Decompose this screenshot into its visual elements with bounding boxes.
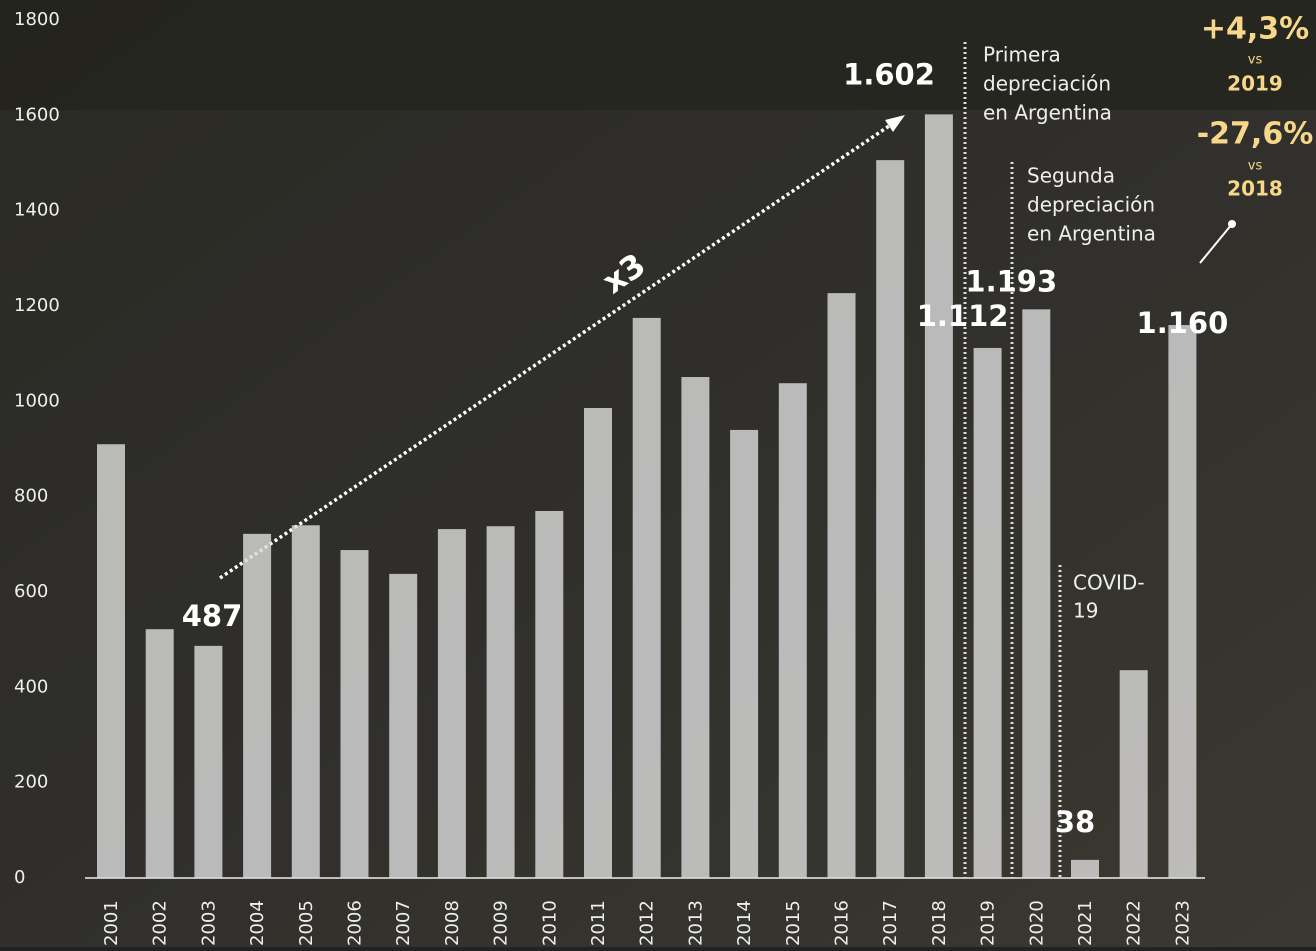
bar [876,160,905,878]
y-tick-label: 1200 [14,295,60,316]
value-label: 1.112 [917,299,1009,333]
x-tick-label: 2003 [198,900,219,946]
annotation: vs [1248,159,1263,174]
annotation: 2019 [1227,72,1283,96]
x-tick-label: 2014 [734,900,755,946]
annotation: depreciación [983,72,1111,96]
annotation: en Argentina [983,101,1112,125]
bar [1168,325,1197,879]
bar [243,533,272,878]
y-tick-label: 1400 [14,200,60,221]
trend-arrow [219,120,896,580]
annotation: en Argentina [1027,222,1156,246]
x-tick-label: 2005 [296,900,317,946]
pointer-dot [1228,220,1236,228]
bar [778,383,807,878]
x-tick-label: 2012 [637,900,658,946]
bar [97,444,125,878]
bar [535,510,564,878]
annotation: -27,6% [1197,117,1314,152]
x-tick-label: 2022 [1124,900,1145,946]
y-tick-label: 1800 [14,9,60,30]
y-tick-label: 0 [14,867,25,888]
annotation: Primera [983,43,1061,67]
x-tick-label: 2002 [150,900,171,946]
bar [1119,670,1148,878]
x-tick-label: 2011 [588,900,609,946]
x-tick-label: 2010 [539,900,560,946]
annotation: depreciación [1027,193,1155,217]
bar [291,525,320,878]
x-tick-label: 2009 [491,900,512,946]
x-tick-label: 2008 [442,900,463,946]
y-tick-label: 400 [14,676,48,697]
bar [389,573,418,878]
y-tick-label: 1000 [14,390,60,411]
annotation: 2018 [1227,177,1283,201]
y-tick-label: 1600 [14,104,60,125]
bar [730,429,759,878]
value-label: 1.602 [843,57,935,91]
value-label: 487 [182,599,243,633]
bar [486,526,515,878]
y-tick-label: 600 [14,581,48,602]
x-tick-label: 2007 [393,900,414,946]
bar [145,629,174,878]
bar [194,645,223,878]
bar [681,377,710,878]
bar [437,529,466,878]
x-tick-label: 2019 [978,900,999,946]
y-tick-label: 800 [14,486,48,507]
x-tick-label: 2023 [1172,900,1193,946]
x-tick-label: 2006 [345,900,366,946]
y-tick-label: 200 [14,772,48,793]
x-tick-label: 2021 [1075,900,1096,946]
bar [1071,859,1099,878]
x-tick-label: 2020 [1026,900,1047,946]
annotation: 19 [1073,599,1098,623]
x-tick-label: 2017 [880,900,901,946]
value-label: 1.160 [1137,306,1229,340]
value-label: 1.193 [965,264,1057,298]
bar [827,293,856,878]
annotation: Segunda [1027,164,1115,188]
bar [632,317,661,879]
pointer [1199,223,1233,264]
bar [584,408,612,878]
x-tick-label: 2018 [929,900,950,946]
background-band [0,0,1316,110]
arrow-head [885,115,905,132]
x-tick-label: 2004 [247,900,268,946]
x-tick-label: 2013 [685,900,706,946]
x-tick-label: 2001 [101,900,122,946]
bar [924,114,953,878]
annotation: vs [1248,53,1263,68]
x-tick-label: 2015 [783,900,804,946]
bar [973,347,1002,878]
x-tick-label: 2016 [832,900,853,946]
bar [340,550,369,878]
bar [1022,309,1051,878]
value-label: 38 [1055,805,1095,839]
annotation: +4,3% [1201,12,1309,47]
annotation: COVID- [1073,571,1145,595]
